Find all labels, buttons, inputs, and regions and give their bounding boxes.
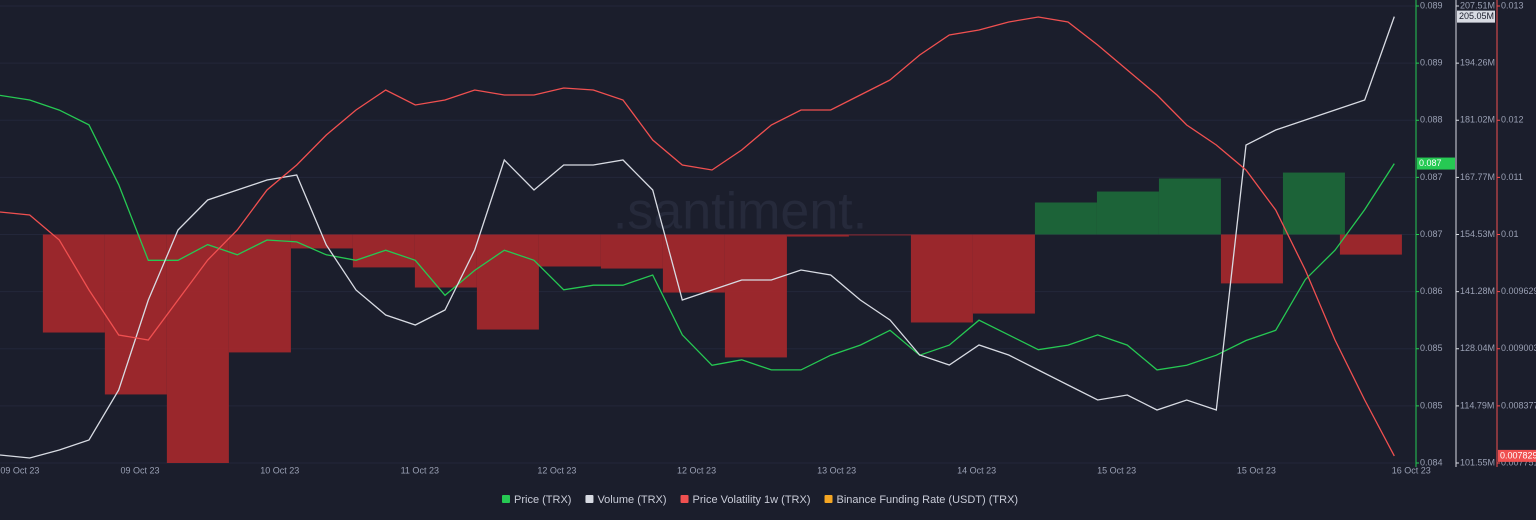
bar <box>1034 202 1097 235</box>
y-tick-label: 0.008377 <box>1501 400 1536 410</box>
x-tick-label: 10 Oct 23 <box>260 465 299 475</box>
bar <box>228 234 291 353</box>
legend: Price (TRX) Volume (TRX) Price Volatility … <box>502 494 1018 506</box>
y-tick-label: 0.012 <box>1501 115 1524 125</box>
bar <box>104 234 167 395</box>
x-tick-label: 12 Oct 23 <box>677 465 716 475</box>
y-tick-label: 128.04M <box>1460 343 1495 353</box>
bar <box>166 234 229 463</box>
bar <box>538 234 601 267</box>
y-tick-label: 0.085 <box>1420 343 1443 353</box>
value-tag-label: 205.05M <box>1459 11 1494 21</box>
y-tick-label: 207.51M <box>1460 0 1495 10</box>
y-tick-label: 167.77M <box>1460 172 1495 182</box>
y-tick-label: 101.55M <box>1460 457 1495 467</box>
x-tick-label: 09 Oct 23 <box>121 465 160 475</box>
y-tick-label: 0.087 <box>1420 172 1443 182</box>
bar <box>600 234 663 269</box>
value-tag <box>1417 157 1455 170</box>
value-tag <box>1457 10 1495 23</box>
y-tick-label: 0.087 <box>1420 229 1443 239</box>
bar <box>476 234 539 330</box>
bar <box>42 234 105 333</box>
legend-label: Price Volatility 1w (TRX) <box>693 494 811 506</box>
line-series <box>0 94 1395 371</box>
bar <box>1158 178 1221 235</box>
x-tick-label: 11 Oct 23 <box>401 465 439 475</box>
y-tick-label: 0.089 <box>1420 58 1443 68</box>
legend-swatch <box>680 495 689 503</box>
y-tick-label: 0.01 <box>1501 229 1519 239</box>
y-tick-label: 0.086 <box>1420 286 1443 296</box>
x-tick-label: 09 Oct 23 <box>0 465 39 475</box>
y-tick-label: 0.009003 <box>1501 343 1536 353</box>
x-tick-label: 12 Oct 23 <box>537 465 576 475</box>
x-tick-label: 15 Oct 23 <box>1237 465 1276 475</box>
value-tag <box>1498 449 1536 462</box>
bar <box>972 234 1035 314</box>
y-tick-label: 0.084 <box>1420 457 1443 467</box>
y-tick-label: 141.28M <box>1460 286 1495 296</box>
line-series <box>0 16 1395 457</box>
y-tick-label: 0.089 <box>1420 0 1443 10</box>
value-tag-label: 0.087 <box>1419 158 1442 168</box>
y-tick-label: 181.02M <box>1460 115 1495 125</box>
line-series <box>0 16 1395 459</box>
bar <box>662 234 725 293</box>
bar <box>910 234 973 323</box>
legend-swatch <box>824 495 833 503</box>
y-tick-label: 0.085 <box>1420 400 1443 410</box>
bar <box>786 234 849 237</box>
x-tick-label: 16 Oct 23 <box>1392 465 1431 475</box>
bar <box>1220 234 1283 284</box>
bar <box>848 234 911 236</box>
x-tick-label: 13 Oct 23 <box>817 465 856 475</box>
legend-swatch <box>585 495 594 503</box>
legend-label: Volume (TRX) <box>597 494 666 506</box>
legend-label: Price (TRX) <box>514 494 571 506</box>
bar <box>290 234 353 249</box>
y-tick-label: 114.79M <box>1460 400 1494 410</box>
bar <box>724 234 787 358</box>
x-tick-label: 14 Oct 23 <box>957 465 996 475</box>
y-tick-label: 0.007751 <box>1501 457 1536 467</box>
y-tick-label: 0.088 <box>1420 115 1443 125</box>
bar <box>1282 172 1345 235</box>
watermark: .santiment. <box>613 183 867 241</box>
legend-swatch <box>502 495 510 503</box>
y-tick-label: 0.011 <box>1501 172 1523 182</box>
y-tick-label: 0.009629 <box>1501 286 1536 296</box>
y-tick-label: 194.26M <box>1460 58 1495 68</box>
legend-label: Binance Funding Rate (USDT) (TRX) <box>837 494 1019 506</box>
y-tick-label: 154.53M <box>1460 229 1495 239</box>
value-tag-label: 0.007829 <box>1500 450 1536 460</box>
bar <box>1096 191 1159 235</box>
bar <box>414 234 477 288</box>
x-tick-label: 15 Oct 23 <box>1097 465 1136 475</box>
bar <box>1339 234 1402 255</box>
y-tick-label: 0.013 <box>1501 0 1524 10</box>
